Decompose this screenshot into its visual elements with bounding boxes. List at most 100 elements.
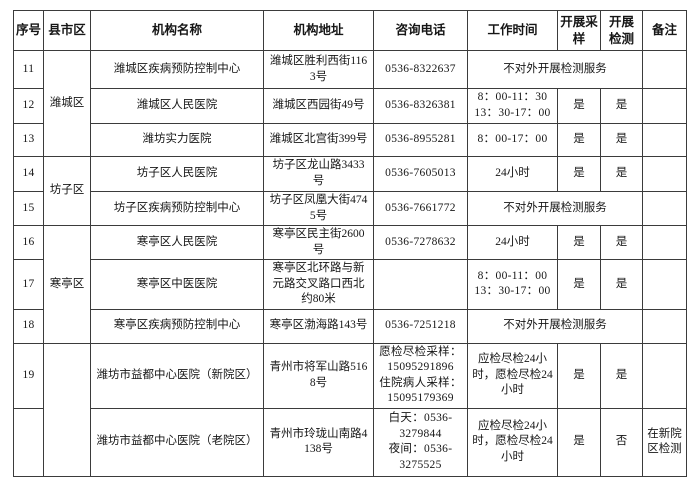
cell-no: 14 <box>13 156 44 192</box>
col-header-testing: 开展检测 <box>600 10 643 51</box>
cell-org-address: 寒亭区民主街2600号 <box>263 225 374 261</box>
cell-testing: 是 <box>600 123 643 157</box>
cell-no-service-notice: 不对外开展检测服务 <box>467 190 643 227</box>
cell-work-time: 应检尽检24小时，愿检尽检24小时 <box>467 407 558 477</box>
col-header-work-time: 工作时间 <box>467 10 558 51</box>
cell-no: 16 <box>13 225 44 261</box>
cell-remark <box>642 259 687 310</box>
cell-no: 18 <box>13 308 44 344</box>
table-row-14: 14 坊子区 坊子区人民医院 坊子区龙山路3433号 0536-7605013 … <box>13 155 687 227</box>
cell-org-address: 潍城区北宫街399号 <box>263 123 374 157</box>
cell-sampling: 是 <box>557 225 601 261</box>
cell-district-fangzi: 坊子区 <box>43 155 91 227</box>
cell-no: 11 <box>13 50 44 89</box>
cell-sampling: 是 <box>557 407 601 477</box>
cell-org-address: 寒亭区北环路与新元路交叉路口西北约80米 <box>263 259 374 310</box>
col-header-org-address: 机构地址 <box>263 10 374 51</box>
cell-org-name: 潍坊实力医院 <box>90 123 264 157</box>
cell-testing: 否 <box>600 407 643 477</box>
header-row: 序号 县市区 机构名称 机构地址 咨询电话 工作时间 开展采样 开展检测 备注 <box>13 10 687 51</box>
table-row-20: 潍坊市益都中心医院（老院区） 青州市玲珑山南路4138号 白天：0536- 32… <box>13 407 687 477</box>
cell-phone: 0536-7278632 <box>373 225 468 261</box>
cell-org-name: 潍城区疾病预防控制中心 <box>90 50 264 89</box>
cell-org-name: 潍坊市益都中心医院（老院区） <box>90 407 264 477</box>
cell-no: 15 <box>13 190 44 227</box>
cell-remark <box>642 190 687 227</box>
cell-no: 17 <box>13 259 44 310</box>
table-row-16: 16 寒亭区 寒亭区人民医院 寒亭区民主街2600号 0536-7278632 … <box>13 225 687 344</box>
table-row-17: 17 寒亭区中医医院 寒亭区北环路与新元路交叉路口西北约80米 8：00-11：… <box>13 259 687 310</box>
cell-testing: 是 <box>600 259 643 310</box>
cell-sampling: 是 <box>557 123 601 157</box>
cell-org-name: 潍城区人民医院 <box>90 88 264 124</box>
col-header-phone: 咨询电话 <box>373 10 468 51</box>
cell-org-address: 青州市玲珑山南路4138号 <box>263 407 374 477</box>
cell-org-address: 坊子区凤凰大街4745号 <box>263 190 374 227</box>
cell-remark: 在新院区检测 <box>642 407 687 477</box>
cell-no: 13 <box>13 123 44 157</box>
cell-org-name: 潍坊市益都中心医院（新院区） <box>90 342 264 409</box>
cell-sampling: 是 <box>557 259 601 310</box>
cell-sampling: 是 <box>557 156 601 192</box>
cell-sampling: 是 <box>557 88 601 124</box>
table-row-15: 15 坊子区疾病预防控制中心 坊子区凤凰大街4745号 0536-7661772… <box>13 190 687 227</box>
cell-district-weicheng: 潍城区 <box>43 50 91 157</box>
cell-org-address: 坊子区龙山路3433号 <box>263 156 374 192</box>
cell-phone: 0536-7605013 <box>373 156 468 192</box>
cell-org-address: 青州市将军山路5168号 <box>263 342 374 409</box>
cell-remark <box>642 308 687 344</box>
cell-district-empty <box>43 342 91 477</box>
cell-phone <box>373 259 468 310</box>
testing-institutions-table: 序号 县市区 机构名称 机构地址 咨询电话 工作时间 开展采样 开展检测 备注 … <box>13 10 687 477</box>
cell-remark <box>642 50 687 89</box>
cell-phone: 0536-8955281 <box>373 123 468 157</box>
table-row-12: 12 潍城区人民医院 潍城区西园街49号 0536-8326381 8：00-1… <box>13 88 687 124</box>
cell-org-name: 寒亭区中医医院 <box>90 259 264 310</box>
cell-remark <box>642 88 687 124</box>
cell-testing: 是 <box>600 88 643 124</box>
cell-no: 12 <box>13 88 44 124</box>
cell-remark <box>642 342 687 409</box>
cell-org-name: 寒亭区人民医院 <box>90 225 264 261</box>
cell-work-time: 24小时 <box>467 225 558 261</box>
cell-phone: 0536-8322637 <box>373 50 468 89</box>
col-header-org-name: 机构名称 <box>90 10 264 51</box>
col-header-district: 县市区 <box>43 10 91 51</box>
cell-remark <box>642 225 687 261</box>
cell-phone: 愿检尽检采样： 15095291896 住院病人采样： 15095179369 <box>373 342 468 409</box>
cell-testing: 是 <box>600 342 643 409</box>
cell-org-address: 潍城区西园街49号 <box>263 88 374 124</box>
table-row-19: 19 潍坊市益都中心医院（新院区） 青州市将军山路5168号 愿检尽检采样： 1… <box>13 342 687 477</box>
cell-work-time: 8：00-11：30 13：30-17：00 <box>467 88 558 124</box>
col-header-remark: 备注 <box>642 10 687 51</box>
table-row-18: 18 寒亭区疾病预防控制中心 寒亭区渤海路143号 0536-7251218 不… <box>13 308 687 344</box>
col-header-sampling: 开展采样 <box>557 10 601 51</box>
cell-work-time: 8：00-17：00 <box>467 123 558 157</box>
cell-phone: 0536-7251218 <box>373 308 468 344</box>
cell-remark <box>642 123 687 157</box>
cell-district-hanting: 寒亭区 <box>43 225 91 344</box>
cell-org-name: 坊子区人民医院 <box>90 156 264 192</box>
cell-no-service-notice: 不对外开展检测服务 <box>467 50 643 89</box>
cell-remark <box>642 156 687 192</box>
cell-no-service-notice: 不对外开展检测服务 <box>467 308 643 344</box>
cell-no <box>13 407 44 477</box>
cell-phone: 0536-8326381 <box>373 88 468 124</box>
table-row-11: 11 潍城区 潍城区疾病预防控制中心 潍城区胜利西街1163号 0536-832… <box>13 50 687 157</box>
cell-org-name: 坊子区疾病预防控制中心 <box>90 190 264 227</box>
cell-no: 19 <box>13 342 44 409</box>
cell-phone: 白天：0536- 3279844 夜间：0536- 3275525 <box>373 407 468 477</box>
cell-testing: 是 <box>600 156 643 192</box>
cell-org-address: 潍城区胜利西街1163号 <box>263 50 374 89</box>
cell-org-name: 寒亭区疾病预防控制中心 <box>90 308 264 344</box>
col-header-no: 序号 <box>13 10 44 51</box>
cell-work-time: 8：00-11：00 13：30-17：00 <box>467 259 558 310</box>
table-row-13: 13 潍坊实力医院 潍城区北宫街399号 0536-8955281 8：00-1… <box>13 123 687 157</box>
cell-work-time: 24小时 <box>467 156 558 192</box>
cell-testing: 是 <box>600 225 643 261</box>
cell-work-time: 应检尽检24小时，愿检尽检24小时 <box>467 342 558 409</box>
cell-org-address: 寒亭区渤海路143号 <box>263 308 374 344</box>
cell-phone: 0536-7661772 <box>373 190 468 227</box>
cell-sampling: 是 <box>557 342 601 409</box>
